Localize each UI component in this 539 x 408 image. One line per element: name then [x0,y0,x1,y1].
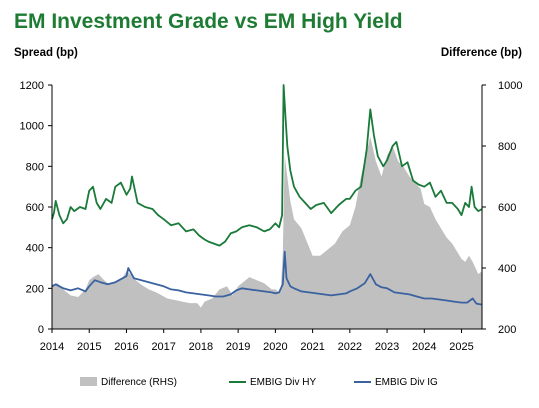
x-tick-label: 2022 [338,341,362,353]
x-tick-label: 2025 [449,341,473,353]
y-left-tick-label: 200 [26,283,44,295]
x-tick-label: 2019 [226,341,250,353]
x-tick-label: 2014 [40,341,64,353]
legend-label: EMBIG Div HY [250,377,316,388]
y-left-tick-label: 400 [26,243,44,255]
y-right-tick-label: 400 [498,263,516,275]
x-tick-label: 2024 [412,341,436,353]
y-right-tick-label: 1000 [498,80,522,92]
x-tick-label: 2021 [300,341,324,353]
series-difference-area [52,136,482,329]
y-right-tick-label: 800 [498,141,516,153]
plot-area [51,84,483,329]
y-right-tick-label: 200 [498,324,516,336]
legend-label: EMBIG Div IG [375,377,438,388]
y-left-tick-label: 1000 [20,121,44,133]
x-tick-label: 2015 [77,341,101,353]
y-right-label: Difference (bp) [441,47,522,59]
series-ig-line [51,250,483,306]
y-left-label: Spread (bp) [14,47,78,59]
y-right-tick-label: 600 [498,202,516,214]
y-left-tick-label: 1200 [20,80,44,92]
x-tick-label: 2018 [189,341,213,353]
y-left-tick-label: 0 [38,324,44,336]
x-tick-label: 2020 [263,341,287,353]
legend-swatch-difference [80,377,97,386]
axes: 0 200 400 600 800 1000 1200 200 400 600 800 1000 201… [20,80,523,353]
y-left-tick-label: 600 [26,202,44,214]
x-tick-label: 2017 [151,341,175,353]
series-hy-line [51,84,483,247]
legend-label: Difference (RHS) [101,377,177,388]
x-tick-label: 2016 [114,341,138,353]
x-tick-label: 2023 [375,341,399,353]
y-left-tick-label: 800 [26,161,44,173]
chart-title: EM Investment Grade vs EM High Yield [14,10,403,33]
legend: Difference (RHS) EMBIG Div HY EMBIG Div IG [80,377,438,388]
